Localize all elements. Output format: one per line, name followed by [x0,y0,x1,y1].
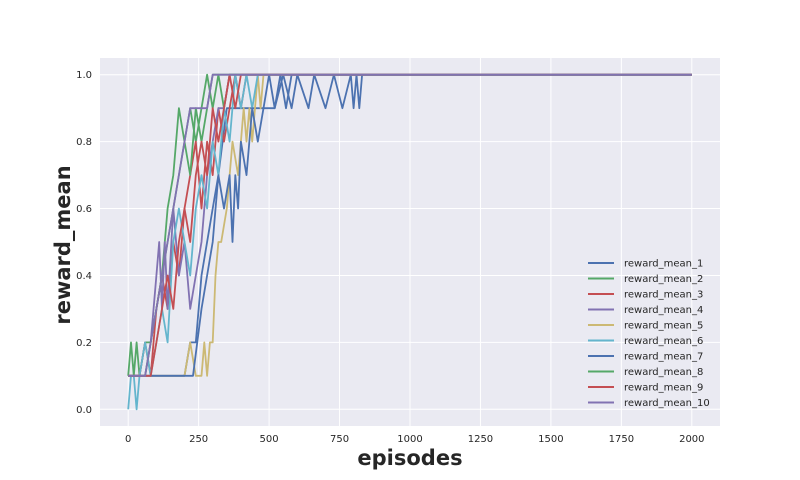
series-line-7 [128,73,692,377]
y-tick-label: 0.8 [76,137,92,148]
grid-lines [100,58,720,426]
y-tick-label: 0.4 [76,271,92,282]
legend-label: reward_mean_1 [624,259,703,270]
y-tick-label: 0.2 [76,338,92,349]
legend-label: reward_mean_2 [624,274,703,285]
x-axis-ticks: 0 250 500 750 1000 1250 1500 1750 2000 [125,434,705,445]
x-tick-label: 1750 [609,434,634,445]
x-tick-label: 250 [189,434,208,445]
x-tick-label: 500 [260,434,279,445]
y-tick-label: 1.0 [76,70,92,81]
legend-label: reward_mean_5 [624,321,703,332]
series-lines [127,73,692,411]
x-axis-title: episodes [357,446,462,470]
y-axis-title: reward_mean [51,165,75,324]
legend-label: reward_mean_8 [624,367,703,378]
x-tick-label: 1000 [397,434,422,445]
legend-label: reward_mean_4 [624,305,703,316]
legend-label: reward_mean_10 [624,398,710,409]
x-tick-label: 750 [330,434,349,445]
x-tick-label: 1500 [538,434,563,445]
series-line-9 [128,73,692,377]
y-tick-label: 0.0 [76,405,92,416]
y-axis-ticks: 0.0 0.2 0.4 0.6 0.8 1.0 [76,70,92,416]
x-tick-label: 0 [125,434,131,445]
x-tick-label: 1250 [468,434,493,445]
y-tick-label: 0.6 [76,204,92,215]
legend-label: reward_mean_7 [624,352,703,363]
legend-label: reward_mean_9 [624,383,703,394]
legend: reward_mean_1 reward_mean_2 reward_mean_3r… [588,259,710,409]
series-line-6 [127,73,692,411]
legend-label: reward_mean_6 [624,336,703,347]
legend-label: reward_mean_3 [624,290,703,301]
series-line-10 [128,73,692,377]
x-tick-label: 2000 [679,434,704,445]
